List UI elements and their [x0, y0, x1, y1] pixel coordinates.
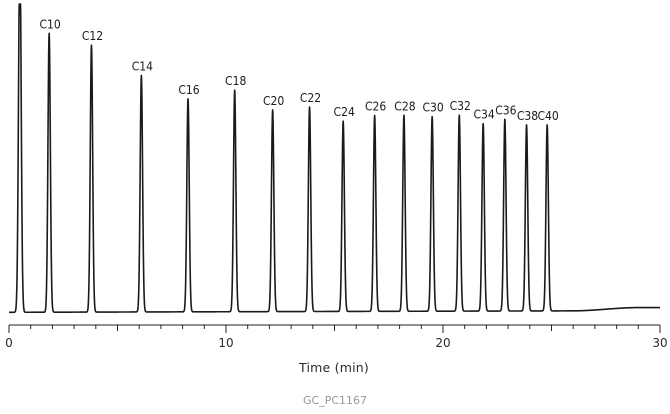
figure-caption: GC_PC1167	[302, 394, 367, 407]
peak-label-c26: C26	[365, 99, 386, 113]
peak-label-c14: C14	[132, 59, 153, 73]
x-tick-label: 20	[435, 336, 450, 350]
peak-label-c10: C10	[40, 17, 61, 31]
peak-label-c22: C22	[300, 91, 321, 105]
peak-label-c32: C32	[450, 99, 471, 113]
peak-label-c24: C24	[334, 105, 355, 119]
x-tick-label: 30	[652, 336, 667, 350]
chromatogram-trace	[8, 3, 661, 314]
trace-layer	[8, 3, 661, 314]
peak-label-c38: C38	[517, 109, 538, 123]
peak-label-c36: C36	[495, 103, 516, 117]
peak-label-c16: C16	[178, 83, 199, 97]
x-axis-title: Time (min)	[298, 360, 369, 375]
peak-label-c18: C18	[225, 74, 246, 88]
x-tick-label: 10	[218, 336, 233, 350]
peak-label-c34: C34	[474, 108, 495, 122]
peak-label-c20: C20	[263, 94, 284, 108]
peak-label-c30: C30	[423, 101, 444, 115]
peak-label-c28: C28	[394, 99, 415, 113]
peak-label-c12: C12	[82, 29, 103, 43]
peak-label-c40: C40	[538, 109, 559, 123]
x-tick-label: 0	[5, 336, 13, 350]
x-axis: 0 10 20 30	[5, 324, 668, 350]
